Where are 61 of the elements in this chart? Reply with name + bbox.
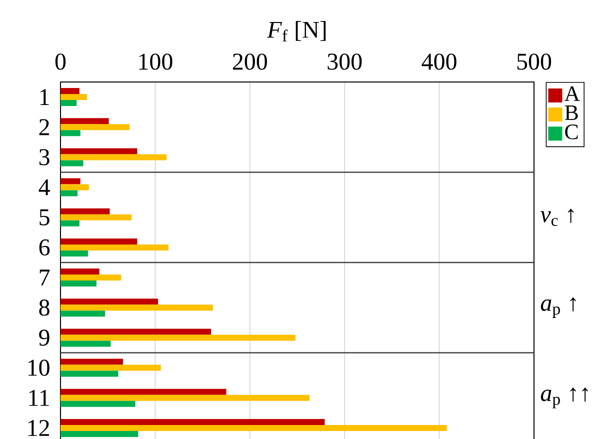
x-tick-label: 400 <box>422 54 456 70</box>
y-tick-label: 7 <box>40 270 50 286</box>
bar <box>60 424 447 431</box>
bar <box>60 214 132 220</box>
bar <box>60 130 80 136</box>
bar <box>60 328 212 335</box>
y-tick-label: 1 <box>40 89 49 105</box>
text: a$_{p}$ ↑↑ <box>540 387 588 408</box>
y-tick-label: 5 <box>40 209 50 226</box>
bar <box>60 340 111 347</box>
bar <box>60 298 158 305</box>
x-tick-label: 100 <box>139 54 172 70</box>
bar <box>60 94 88 100</box>
bar <box>60 238 138 244</box>
bar <box>60 190 78 196</box>
y-tick-label: 4 <box>38 179 50 196</box>
y-tick-label: 2 <box>39 119 49 136</box>
x-tick-label: 500 <box>517 54 552 70</box>
bar <box>60 304 213 311</box>
y-tick-label: 9 <box>39 330 50 346</box>
bar <box>60 418 325 425</box>
x-tick-label: 300 <box>328 54 362 70</box>
y-tick-label: 8 <box>39 300 50 316</box>
bar <box>60 274 122 281</box>
x-tick-label: 200 <box>232 54 267 70</box>
bar <box>60 148 138 154</box>
bar <box>60 370 118 377</box>
bar <box>60 178 80 184</box>
bar <box>60 88 80 94</box>
bar <box>60 184 89 190</box>
legend-label: C <box>565 124 578 140</box>
y-tick-label: 3 <box>39 149 50 166</box>
bar <box>60 364 161 371</box>
bar <box>60 280 96 287</box>
bar <box>60 118 109 124</box>
x-axis-title: F$_{f}$ [N] <box>266 21 326 42</box>
bar <box>60 400 136 407</box>
y-tick-label: 11 <box>29 390 49 406</box>
bar <box>60 100 77 106</box>
x-tick-label: 0 <box>55 54 66 70</box>
legend-label: A <box>564 86 580 101</box>
bar <box>60 388 226 395</box>
bar <box>60 124 130 130</box>
bar <box>60 394 310 401</box>
bar <box>60 268 100 275</box>
bar <box>60 160 84 166</box>
bar <box>60 430 138 437</box>
bar <box>60 334 296 341</box>
bar <box>60 310 106 317</box>
bar <box>60 358 124 365</box>
bar <box>60 220 80 226</box>
y-tick-label: 6 <box>39 239 50 256</box>
bar <box>60 250 88 256</box>
text: v$_{c}$ ↑ <box>540 208 574 226</box>
bar <box>60 154 167 160</box>
y-tick-label: 12 <box>28 420 49 436</box>
bar <box>60 244 168 250</box>
bar <box>60 208 110 214</box>
text: a$_{p}$ ↑ <box>540 297 576 318</box>
y-tick-label: 10 <box>28 360 50 376</box>
legend-label: B <box>564 106 578 120</box>
